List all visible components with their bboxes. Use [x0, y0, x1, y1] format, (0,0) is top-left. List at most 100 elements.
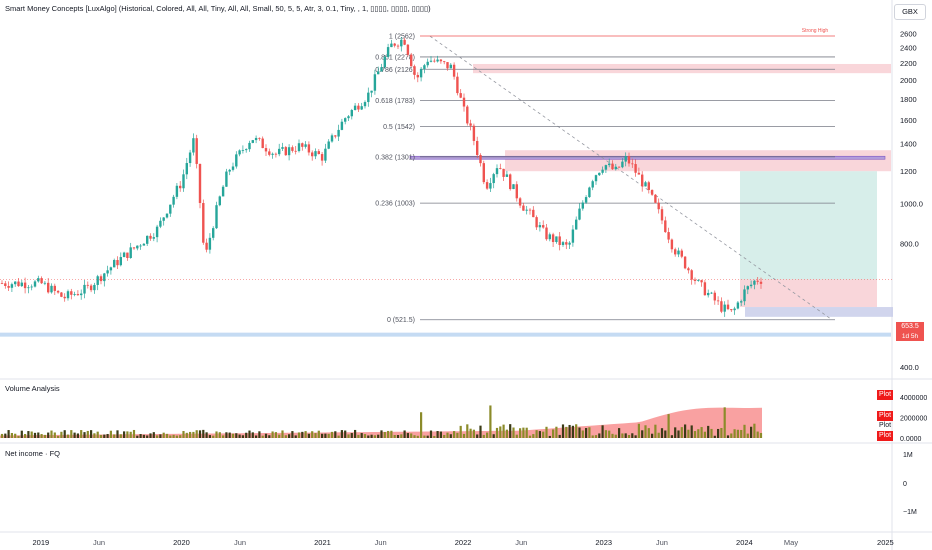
candle-body: [674, 249, 677, 255]
candle-body: [462, 97, 466, 107]
candle-body: [159, 220, 162, 227]
volume-bar: [264, 433, 268, 438]
x-tick-label: Jun: [375, 538, 387, 547]
candle-body: [515, 184, 518, 199]
candle-body: [66, 291, 70, 299]
candle-body: [542, 225, 545, 228]
volume-bar: [393, 434, 396, 438]
volume-bar: [449, 434, 452, 438]
candle-body: [218, 196, 221, 206]
volume-bar: [552, 429, 555, 438]
volume-bar: [255, 435, 258, 438]
volume-bar: [337, 435, 340, 438]
candle-body: [680, 250, 683, 257]
volume-bar: [119, 434, 122, 438]
volume-bar: [624, 433, 627, 438]
candle-body: [393, 43, 396, 46]
volume-bar: [519, 428, 522, 438]
volume-bar: [172, 434, 175, 438]
candle-body: [637, 172, 641, 175]
candle-body: [27, 287, 30, 289]
volume-bar: [667, 414, 670, 438]
candle-body: [670, 239, 674, 250]
volume-bar: [512, 427, 515, 438]
candle-body: [76, 294, 80, 296]
candle-body: [489, 183, 492, 189]
y-tick-label: 2000: [900, 76, 917, 85]
volume-bar: [7, 430, 10, 438]
candle-body: [37, 278, 40, 282]
volume-bar: [594, 435, 598, 438]
volume-bar: [99, 434, 103, 438]
candle-body: [604, 165, 608, 170]
candle-body: [155, 226, 159, 238]
candle-body: [109, 267, 113, 271]
volume-bar: [581, 430, 584, 438]
volume-bar: [373, 435, 376, 438]
candle-body: [245, 149, 248, 151]
volume-bar: [690, 425, 693, 438]
candle-body: [297, 143, 301, 152]
x-tick-label: 2023: [595, 538, 612, 547]
candle-body: [317, 151, 320, 155]
netincome-tick-label: −1M: [903, 509, 917, 516]
netincome-panel-title[interactable]: Net income · FQ: [5, 449, 61, 458]
candle-body: [426, 61, 429, 66]
candle-body: [192, 138, 195, 153]
volume-bar: [693, 431, 697, 438]
volume-panel-title[interactable]: Volume Analysis: [5, 384, 60, 393]
candle-body: [591, 181, 594, 188]
volume-bar: [528, 435, 532, 438]
volume-bar: [195, 430, 198, 438]
candle-body: [202, 203, 205, 243]
candle-body: [291, 147, 294, 151]
volume-bar: [492, 434, 495, 438]
candle-body: [83, 284, 86, 294]
volume-bar: [657, 432, 660, 438]
volume-bar: [294, 435, 297, 438]
volume-bar: [413, 435, 416, 438]
volume-bar: [439, 431, 442, 438]
candle-body: [10, 284, 14, 288]
volume-bar: [723, 407, 726, 438]
candle-body: [439, 59, 443, 62]
currency-badge[interactable]: GBX: [894, 4, 926, 20]
volume-bar: [568, 424, 571, 438]
candle-body: [70, 291, 73, 295]
candle-body: [357, 105, 360, 110]
candle-body: [122, 252, 126, 258]
candle-body: [367, 92, 370, 103]
volume-bar: [185, 432, 188, 438]
volume-bar: [664, 430, 667, 438]
candle-body: [505, 174, 509, 177]
candle-body: [446, 62, 449, 69]
volume-bar: [466, 424, 469, 438]
volume-bar: [707, 425, 710, 438]
x-tick-label: 2022: [455, 538, 472, 547]
volume-bar: [284, 435, 287, 438]
candle-body: [410, 54, 413, 67]
x-tick-label: 2019: [32, 538, 49, 547]
volume-bar: [350, 433, 353, 438]
candle-body: [188, 152, 192, 164]
volume-bar: [162, 432, 165, 438]
volume-bar: [192, 431, 195, 438]
candle-body: [525, 209, 528, 211]
volume-bar: [383, 432, 386, 438]
candle-body: [284, 147, 287, 156]
candle-body: [320, 154, 324, 161]
volume-bar: [354, 429, 357, 438]
candle-body: [730, 309, 733, 311]
volume-bar: [37, 432, 40, 438]
volume-bar: [47, 432, 50, 438]
fib-label: 0.786 (2126): [375, 67, 415, 74]
volume-bar: [410, 433, 413, 438]
volume-bar: [651, 433, 654, 438]
candle-body: [241, 150, 245, 151]
candle-body: [93, 284, 96, 291]
volume-bar: [525, 427, 528, 438]
indicator-title[interactable]: Smart Money Concepts [LuxAlgo] (Historic…: [5, 4, 431, 13]
plot-tag-2: Plot: [877, 411, 894, 421]
candle-body: [433, 60, 436, 62]
